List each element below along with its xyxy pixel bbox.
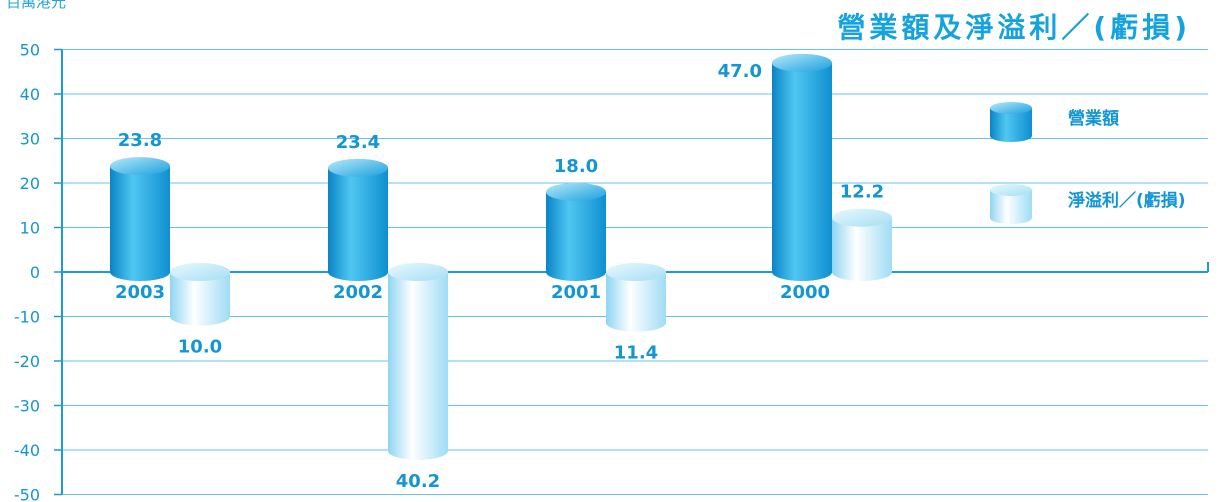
value-label-revenue-2000: 47.0 [718, 61, 762, 82]
value-label-revenue-2003: 23.8 [118, 130, 162, 151]
bar-profit-2003 [170, 263, 231, 326]
bar-revenue-2002-body [328, 167, 388, 281]
bar-profit-2003-body [170, 272, 231, 326]
x-tick-label-2002: 2002 [333, 282, 383, 303]
bar-profit-2002 [388, 263, 448, 460]
legend-item-revenue: 營業額 [990, 102, 1119, 142]
bar-profit-2000 [832, 208, 892, 281]
y-tick-label: 20 [20, 174, 40, 193]
legend-label: 營業額 [1068, 108, 1119, 129]
bar-revenue-2001-cap [546, 182, 606, 201]
bar-profit-2001 [606, 263, 666, 332]
y-tick-label: 50 [20, 41, 40, 60]
bar-revenue-2003-body [110, 166, 170, 281]
bar-profit-2000-body [832, 217, 892, 281]
bar-profit-2002-cap [388, 263, 448, 281]
bar-profit-2001-cap [606, 263, 666, 281]
y-tick-label: 30 [20, 130, 40, 149]
value-label-profit-2000: 12.2 [840, 182, 884, 203]
bar-revenue-2000 [772, 53, 832, 281]
y-tick-label: -10 [14, 308, 40, 327]
legend-swatch [990, 108, 1032, 142]
bar-revenue-2002 [328, 158, 388, 281]
bar-revenue-2001 [546, 182, 606, 281]
legend-swatch-cap [990, 102, 1032, 114]
y-tick-label: -50 [14, 486, 40, 502]
bar-profit-2001-body [606, 272, 666, 332]
y-tick-label: 10 [20, 219, 40, 238]
bar-revenue-2003 [110, 157, 170, 281]
y-tick-label: -40 [14, 441, 40, 460]
y-tick-label: 40 [20, 85, 40, 104]
value-label-profit-2002: 40.2 [396, 471, 440, 492]
bar-profit-2000-cap [832, 208, 892, 227]
legend-swatch [990, 190, 1032, 224]
bar-revenue-2003-cap [110, 157, 170, 176]
bar-revenue-2001-body [546, 191, 606, 281]
legend-label: 淨溢利／(虧損) [1068, 190, 1186, 211]
x-tick-label-2000: 2000 [780, 282, 830, 303]
y-tick-label: -20 [14, 352, 40, 371]
value-label-revenue-2001: 18.0 [554, 156, 598, 177]
unit-label: 百萬港元 [6, 0, 67, 11]
value-label-profit-2003: 10.0 [178, 337, 222, 358]
legend-swatch-cap [990, 184, 1032, 196]
bar-revenue-2002-cap [328, 158, 388, 177]
y-tick-label: 0 [30, 263, 40, 282]
bar-profit-2003-cap [170, 263, 230, 281]
bar-revenue-2000-cap [772, 53, 832, 72]
bar-profit-2002-body [388, 272, 448, 460]
value-label-profit-2001: 11.4 [614, 343, 658, 364]
y-tick-label: -30 [14, 397, 40, 416]
bar-revenue-2000-body [772, 62, 832, 281]
chart-title: 營業額及淨溢利／(虧損) [837, 11, 1191, 44]
value-label-revenue-2002: 23.4 [336, 132, 380, 153]
x-tick-label-2001: 2001 [551, 282, 601, 303]
legend-item-profit: 淨溢利／(虧損) [990, 184, 1186, 224]
x-tick-label-2003: 2003 [115, 282, 165, 303]
